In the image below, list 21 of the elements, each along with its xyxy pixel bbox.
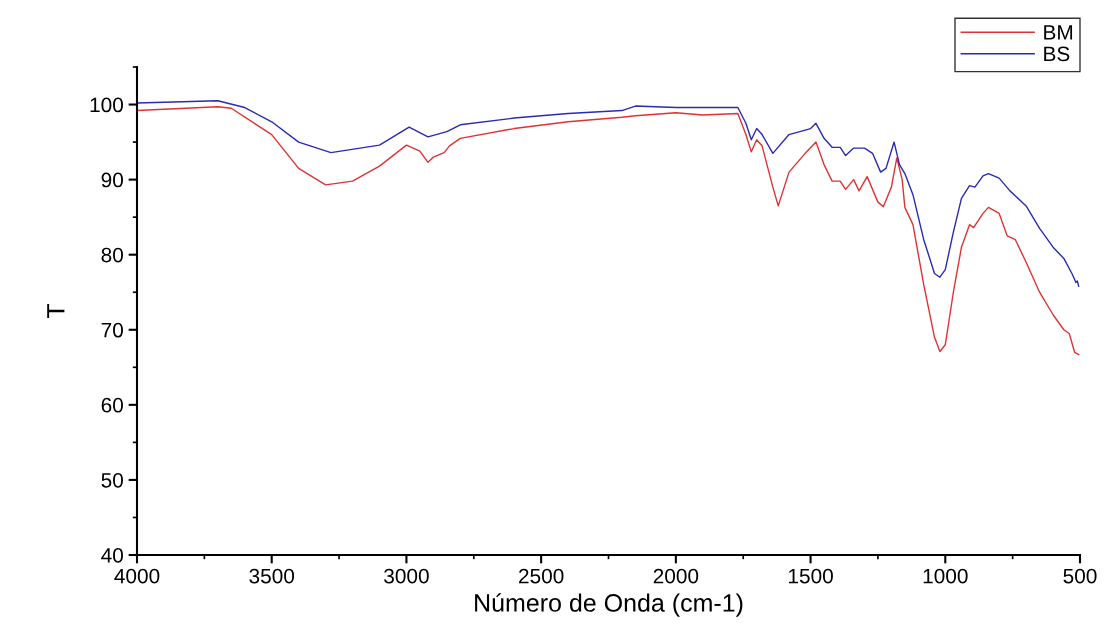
legend-label: BM	[1044, 25, 1073, 40]
line-series	[137, 106, 1080, 356]
y-tick-label: 50	[101, 472, 123, 488]
x-tick-label: 1500	[788, 568, 833, 584]
x-tick-label: 4000	[114, 568, 160, 584]
y-tick-label: 100	[90, 97, 123, 113]
y-tick-label: 90	[101, 172, 123, 188]
x-tick-label: 3000	[384, 568, 429, 584]
x-tick-label: 3500	[249, 568, 295, 584]
x-tick-label: 2000	[653, 568, 699, 584]
x-tick-label: 2500	[519, 568, 564, 584]
y-tick-label: 70	[101, 322, 123, 338]
y-tick-label: 60	[101, 397, 123, 413]
y-tick-label: 80	[101, 247, 123, 263]
x-tick-label: 500	[1063, 568, 1097, 584]
x-tick-label: 1000	[923, 568, 968, 584]
line-series	[137, 100, 1080, 287]
y-axis-title: T	[47, 303, 65, 319]
x-axis-title: Número de Onda (cm-1)	[475, 593, 743, 617]
legend-label: BS	[1044, 46, 1070, 62]
y-tick-label: 40	[101, 548, 123, 563]
